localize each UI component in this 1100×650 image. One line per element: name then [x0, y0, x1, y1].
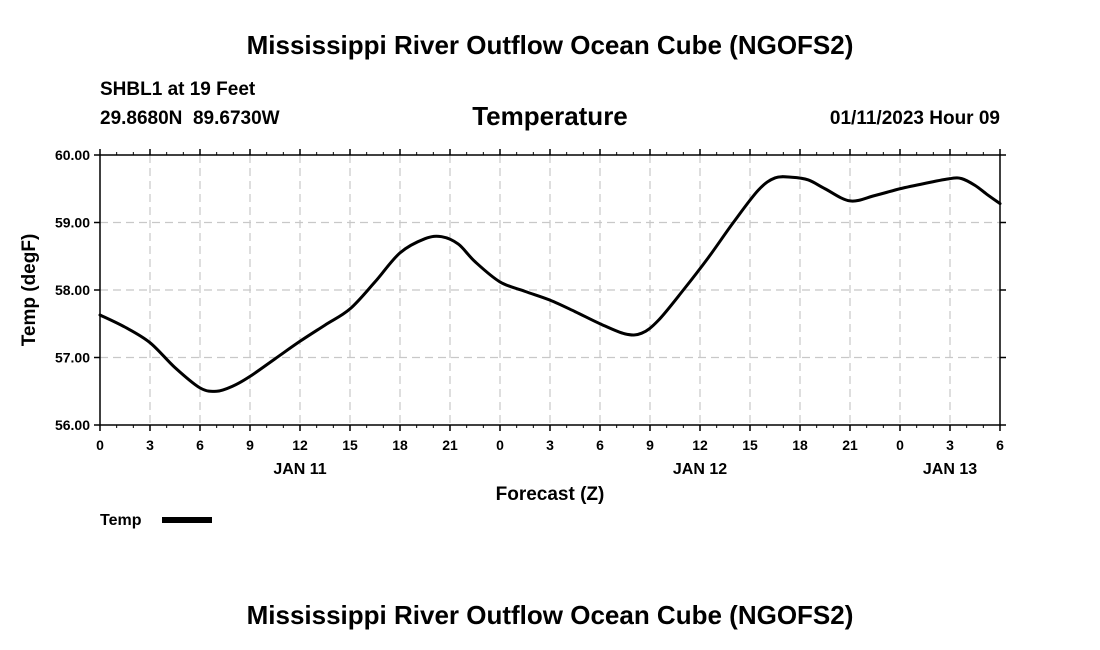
legend: Temp	[100, 512, 212, 529]
x-tick-label: 21	[842, 437, 858, 453]
y-tick-label: 56.00	[55, 417, 90, 433]
station-label: SHBL1 at 19 Feet	[100, 79, 256, 100]
x-tick-label: 3	[146, 437, 154, 453]
y-axis-ticks: 56.00 57.00 58.00 59.00 60.00	[55, 147, 1006, 433]
y-tick-label: 58.00	[55, 282, 90, 298]
x-tick-label: 9	[646, 437, 654, 453]
x-tick-label: 0	[96, 437, 104, 453]
x-tick-label: 12	[692, 437, 708, 453]
y-axis-label: Temp (degF)	[19, 234, 40, 347]
day-label: JAN 12	[673, 461, 727, 478]
x-tick-label: 9	[246, 437, 254, 453]
x-axis-ticks: 0 3 6 9 12 15 18 21 0 3 6 9 12 15 18 21 0 3 6	[96, 149, 1004, 453]
legend-label-temp: Temp	[100, 512, 142, 529]
x-tick-label: 0	[896, 437, 904, 453]
y-tick-label: 60.00	[55, 147, 90, 163]
temp-series-line	[98, 175, 1002, 393]
x-tick-label: 6	[196, 437, 204, 453]
x-tick-label: 3	[946, 437, 954, 453]
chart-title: Mississippi River Outflow Ocean Cube (NG…	[247, 30, 854, 60]
day-labels: JAN 11 JAN 12 JAN 13	[273, 461, 977, 478]
forecast-datetime: 01/11/2023 Hour 09	[830, 108, 1000, 129]
y-tick-label: 57.00	[55, 350, 90, 366]
day-label: JAN 13	[923, 461, 977, 478]
x-tick-label: 0	[496, 437, 504, 453]
x-tick-label: 15	[742, 437, 758, 453]
grid-lines	[100, 155, 1000, 425]
footer-title: Mississippi River Outflow Ocean Cube (NG…	[247, 600, 854, 630]
x-tick-label: 6	[996, 437, 1004, 453]
x-tick-label: 18	[792, 437, 808, 453]
x-tick-label: 3	[546, 437, 554, 453]
chart-subtitle: Temperature	[472, 101, 628, 131]
y-tick-label: 59.00	[55, 215, 90, 231]
x-tick-label: 15	[342, 437, 358, 453]
x-tick-label: 12	[292, 437, 308, 453]
x-axis-label: Forecast (Z)	[496, 484, 605, 505]
day-label: JAN 11	[273, 461, 326, 478]
x-tick-label: 6	[596, 437, 604, 453]
plot-area-frame	[99, 154, 1001, 426]
coordinates-label: 29.8680N 89.6730W	[100, 108, 280, 129]
x-tick-label: 18	[392, 437, 408, 453]
x-tick-label: 21	[442, 437, 458, 453]
